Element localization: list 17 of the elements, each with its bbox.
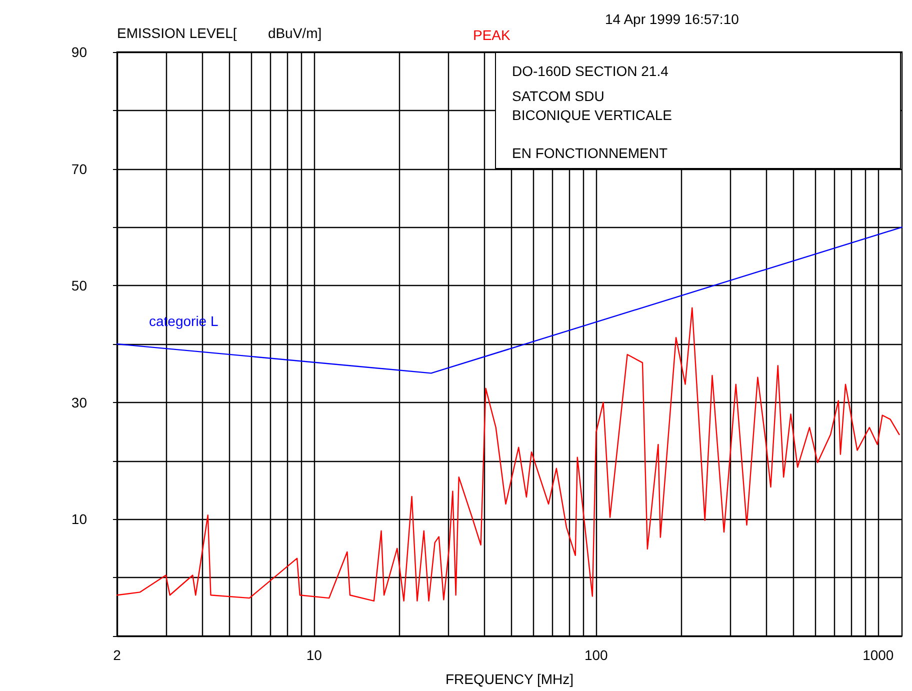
x-axis-title: FREQUENCY [MHz]	[445, 671, 574, 687]
x-tick-label: 10	[306, 647, 322, 663]
annotation: SATCOM SDU	[512, 88, 604, 104]
annotation: EN FONCTIONNEMENT	[512, 145, 668, 161]
y-tick-label: 70	[71, 160, 88, 177]
x-tick-label: 2	[113, 647, 122, 663]
annotation: BICONIQUE VERTICALE	[512, 107, 672, 123]
annotation: DO-160D SECTION 21.4	[512, 63, 668, 79]
y-tick-label: 50	[71, 278, 88, 294]
y-tick-label: 30	[71, 394, 88, 410]
text: PEAK	[473, 27, 510, 43]
x-tick-label: 100	[584, 647, 608, 663]
y-tick-label: 90	[71, 44, 88, 60]
y-tick-label: 10	[71, 511, 88, 528]
x-tick-label: 1000	[862, 647, 894, 663]
text: 14 Apr 1999 16:57:10	[605, 11, 739, 27]
y-axis-title: EMISSION LEVEL[ dBuV/m]	[117, 25, 322, 41]
